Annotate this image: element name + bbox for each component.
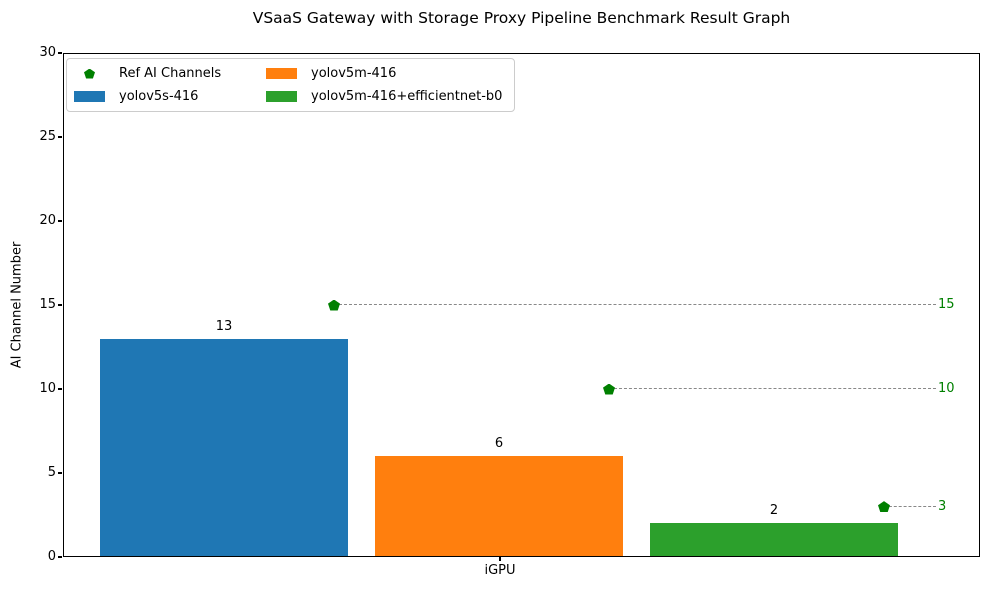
bar-value-label: 2 bbox=[769, 503, 779, 519]
bar-yolov5s-416 bbox=[100, 338, 348, 556]
ref-value-label: 10 bbox=[938, 381, 955, 396]
bar-value-label: 13 bbox=[215, 318, 233, 334]
y-tick-mark bbox=[58, 304, 62, 306]
ref-dashed-line bbox=[609, 388, 936, 390]
ref-pentagon-icon bbox=[603, 383, 615, 395]
legend-label-ref-ai-channels: Ref AI Channels bbox=[119, 66, 222, 81]
x-tick-mark bbox=[499, 557, 501, 561]
y-tick-label: 15 bbox=[39, 297, 56, 312]
legend-label-yolov5m-416-efficientnet-b0: yolov5m-416+efficientnet-b0 bbox=[311, 89, 503, 104]
y-tick-mark bbox=[58, 472, 62, 474]
bar-value-label: 6 bbox=[494, 436, 504, 452]
legend-item-yolov5s-416: yolov5s-416 bbox=[74, 89, 266, 104]
y-tick-mark bbox=[58, 52, 62, 54]
legend-swatch-orange bbox=[266, 68, 297, 79]
ref-pentagon-icon bbox=[878, 501, 890, 513]
chart-title: VSaaS Gateway with Storage Proxy Pipelin… bbox=[252, 9, 791, 27]
y-tick-label: 25 bbox=[39, 129, 56, 144]
x-tick-label: iGPU bbox=[484, 563, 516, 578]
y-tick-label: 20 bbox=[39, 213, 56, 228]
legend: Ref AI Channels yolov5s-416 yolov5m-416 … bbox=[66, 58, 516, 112]
y-tick-mark bbox=[58, 220, 62, 222]
y-tick-mark bbox=[58, 556, 62, 558]
y-tick-label: 30 bbox=[39, 45, 56, 60]
legend-item-ref-ai-channels: Ref AI Channels bbox=[74, 66, 266, 81]
pentagon-marker-icon bbox=[74, 68, 105, 79]
legend-label-yolov5m-416: yolov5m-416 bbox=[311, 66, 397, 81]
legend-swatch-blue bbox=[74, 91, 105, 102]
legend-item-yolov5m-416-efficientnet-b0: yolov5m-416+efficientnet-b0 bbox=[266, 89, 502, 104]
legend-label-yolov5s-416: yolov5s-416 bbox=[119, 89, 199, 104]
legend-item-yolov5m-416: yolov5m-416 bbox=[266, 66, 502, 81]
legend-swatch-green bbox=[266, 91, 297, 102]
bar-yolov5m-416+efficientnet-b0 bbox=[650, 523, 898, 556]
ref-value-label: 3 bbox=[938, 498, 947, 514]
ref-value-label: 15 bbox=[938, 297, 955, 312]
ref-pentagon-icon bbox=[328, 299, 340, 311]
y-tick-label: 5 bbox=[47, 465, 56, 480]
ref-dashed-line bbox=[884, 505, 936, 507]
y-tick-mark bbox=[58, 388, 62, 390]
bar-yolov5m-416 bbox=[375, 456, 623, 556]
y-tick-label: 0 bbox=[47, 549, 56, 564]
ref-dashed-line bbox=[334, 304, 936, 306]
y-tick-label: 10 bbox=[39, 381, 56, 396]
y-tick-mark bbox=[58, 136, 62, 138]
